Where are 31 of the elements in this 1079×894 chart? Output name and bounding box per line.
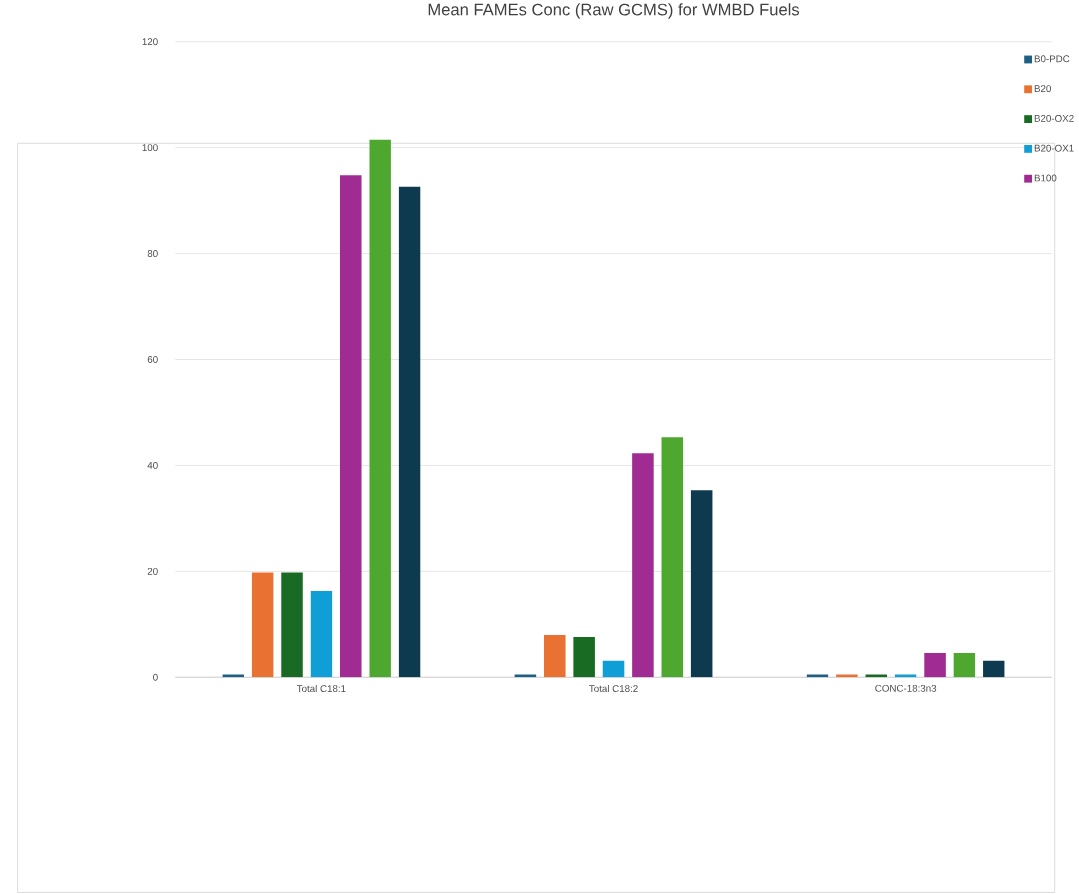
chart-title: Mean FAMEs Conc (Raw GCMS) for WMBD Fuels	[428, 3, 800, 19]
bar	[251, 572, 274, 678]
bar	[661, 437, 684, 678]
bar	[573, 636, 595, 678]
y-tick-label: 20	[147, 567, 158, 575]
bar	[602, 660, 625, 678]
bar	[953, 652, 976, 678]
x-tick-label: Total C18:2	[589, 684, 638, 692]
bar	[924, 652, 946, 678]
legend-label: B20	[1034, 84, 1051, 92]
bar	[983, 660, 1005, 678]
bar	[690, 490, 713, 678]
bar	[310, 590, 333, 678]
bar	[632, 453, 654, 678]
bar	[281, 572, 303, 678]
y-tick-label: 100	[142, 143, 158, 151]
bar	[398, 186, 421, 678]
y-tick-label: 60	[147, 355, 158, 363]
bar	[544, 634, 566, 678]
x-tick-label: Total C18:1	[296, 684, 346, 692]
legend-label: B20-OX1	[1034, 144, 1074, 152]
x-tick-label: CONC-18:3n3	[875, 684, 937, 692]
legend-label: B20-OX2	[1034, 114, 1074, 122]
bar	[339, 174, 362, 678]
y-tick-label: 0	[153, 673, 158, 681]
y-tick-label: 40	[147, 461, 158, 469]
y-tick-label: 80	[147, 249, 158, 257]
legend-label: B0-PDC	[1034, 55, 1070, 63]
legend-label: B100	[1034, 174, 1057, 182]
y-tick-label: 120	[142, 38, 158, 45]
bar	[369, 139, 391, 678]
